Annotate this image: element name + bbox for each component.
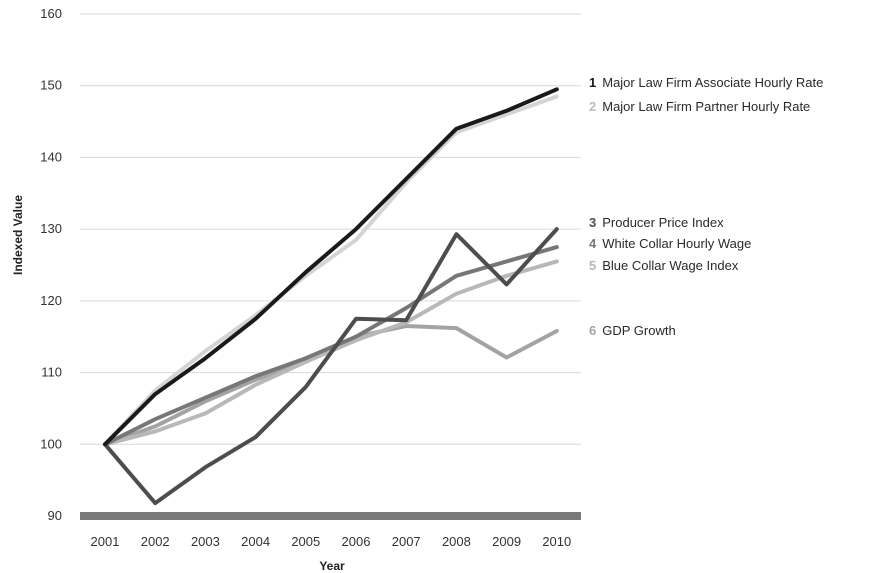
series-label-3: 3 Producer Price Index (589, 215, 724, 230)
y-tick-label: 110 (41, 365, 62, 380)
x-axis-baseline (80, 512, 581, 520)
x-tick-label: 2003 (191, 534, 220, 549)
x-tick-label: 2008 (442, 534, 471, 549)
series-number: 5 (589, 258, 596, 273)
series-number: 3 (589, 215, 596, 230)
series-lines (103, 87, 559, 506)
series-name: Blue Collar Wage Index (602, 258, 739, 273)
y-tick-label: 100 (40, 436, 62, 451)
series-line-1 (103, 87, 559, 447)
series-name: Major Law Firm Associate Hourly Rate (602, 75, 823, 90)
series-label-5: 5 Blue Collar Wage Index (589, 258, 739, 273)
series-label-1: 1 Major Law Firm Associate Hourly Rate (589, 75, 823, 90)
x-tick-label: 2001 (91, 534, 120, 549)
y-axis-label: Indexed Value (11, 195, 25, 275)
x-tick-label: 2007 (392, 534, 421, 549)
series-label-6: 6 GDP Growth (589, 323, 676, 338)
series-number: 4 (589, 236, 597, 251)
x-tick-label: 2009 (492, 534, 521, 549)
x-tick-label: 2004 (241, 534, 270, 549)
series-number: 2 (589, 99, 596, 114)
y-axis-ticks: 90 100 110 120 130 140 150 160 (40, 6, 62, 523)
x-tick-label: 2005 (291, 534, 320, 549)
series-line-3 (103, 227, 559, 506)
series-line-4 (103, 245, 559, 447)
y-tick-label: 90 (48, 508, 62, 523)
series-label-4: 4 White Collar Hourly Wage (589, 236, 751, 251)
x-tick-label: 2006 (342, 534, 371, 549)
series-name: Producer Price Index (602, 215, 724, 230)
x-tick-label: 2002 (141, 534, 170, 549)
gridlines (80, 13, 581, 445)
series-labels: 1 Major Law Firm Associate Hourly Rate 2 Ma… (589, 75, 823, 338)
x-tick-label: 2010 (542, 534, 571, 549)
series-name: White Collar Hourly Wage (602, 236, 751, 251)
series-name: GDP Growth (602, 323, 675, 338)
y-tick-label: 130 (40, 221, 62, 236)
y-tick-label: 150 (40, 78, 62, 93)
x-axis-label: Year (319, 559, 345, 573)
series-number: 1 (589, 75, 596, 90)
x-axis-ticks: 2001 2002 2003 2004 2005 2006 2007 2008 2009 2010 (91, 534, 572, 549)
y-tick-label: 120 (40, 293, 62, 308)
y-tick-label: 140 (40, 149, 62, 164)
series-number: 6 (589, 323, 596, 338)
series-line-2 (103, 94, 559, 447)
series-name: Major Law Firm Partner Hourly Rate (602, 99, 810, 114)
y-tick-label: 160 (40, 6, 62, 21)
series-label-2: 2 Major Law Firm Partner Hourly Rate (589, 99, 810, 114)
